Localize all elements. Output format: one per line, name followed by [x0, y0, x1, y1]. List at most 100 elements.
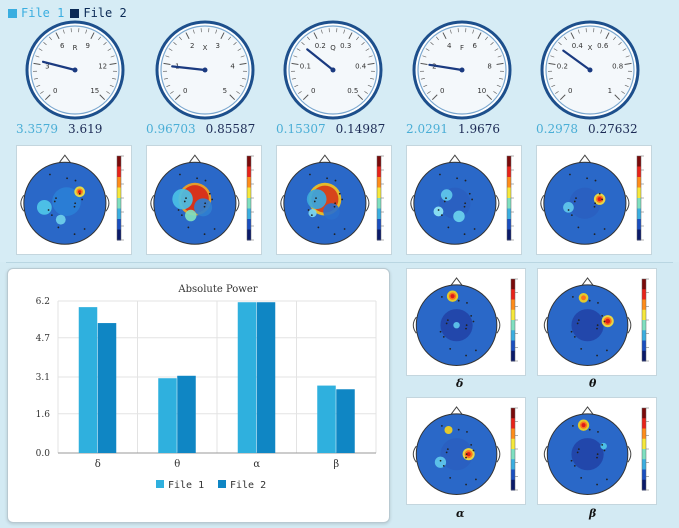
- electrode-dot: [596, 354, 598, 357]
- gauge-tick: [624, 62, 632, 66]
- electrode-dot: [208, 192, 211, 195]
- right-ear-shape: [105, 194, 110, 212]
- left-ear-shape: [543, 316, 548, 334]
- electrode-dot: [572, 425, 574, 427]
- file1-swatch: [8, 8, 17, 18]
- color-scale-segment: [377, 208, 381, 220]
- gauge-needle: [306, 48, 335, 72]
- topo-blob: [78, 190, 82, 194]
- gauge-tick: [291, 77, 296, 80]
- gauge-tick: [301, 41, 305, 46]
- file2-swatch: [70, 8, 80, 18]
- color-scale-segment: [637, 187, 641, 199]
- topo-heat: [283, 162, 366, 245]
- file1-value: 0.96703: [146, 122, 196, 136]
- gauge-dial: 0 0.1 0.2 0.3 0.4 0.5 Q: [283, 20, 383, 120]
- gauge-tick: [163, 77, 168, 80]
- bar-2-1: [97, 323, 117, 453]
- nose-shape: [450, 277, 463, 287]
- electrode-dot: [57, 226, 60, 229]
- gauge-tick: [559, 94, 566, 101]
- electrode-dot: [573, 335, 576, 338]
- color-scale-segment: [511, 438, 515, 450]
- gauge-needle: [428, 63, 464, 72]
- gauge-tick: [106, 91, 110, 94]
- electrode-dot: [445, 322, 448, 325]
- topo-map-image: [412, 277, 518, 366]
- gauge-tick: [320, 29, 323, 34]
- file1-legend-label: File 1: [21, 6, 65, 20]
- chart-legend-label-2: File 2: [230, 480, 266, 491]
- right-ear-shape: [627, 445, 632, 463]
- right-ear-shape: [235, 194, 240, 212]
- topo-map-image: [543, 277, 649, 366]
- electrode-dot: [74, 202, 77, 205]
- nose-shape: [318, 154, 332, 164]
- gauge-tick: [33, 77, 38, 80]
- electrode-dot: [601, 443, 604, 446]
- gauge-values-3: 0.15307 0.14987: [276, 122, 385, 136]
- gauge-tick: [367, 62, 375, 66]
- gauge-tick-label: 10: [477, 87, 486, 95]
- color-scale-segment: [637, 208, 641, 220]
- gauge-tick: [486, 94, 493, 101]
- color-scale-segment: [511, 299, 515, 311]
- color-scale-segment: [117, 208, 121, 220]
- electrode-dot: [440, 214, 443, 217]
- color-scale-segment: [247, 219, 251, 230]
- topo-heat: [547, 284, 628, 366]
- right-ear-shape: [625, 194, 630, 212]
- electrode-dot: [83, 228, 86, 230]
- gauge-2: 012345X: [155, 20, 255, 120]
- electrode-dot: [66, 177, 68, 180]
- gauge-tick: [296, 48, 301, 51]
- gauge-tick: [551, 84, 556, 87]
- left-ear-shape: [280, 194, 285, 212]
- topo-map-beta: [537, 397, 657, 505]
- electrode-dot: [443, 200, 446, 203]
- electrode-dot: [309, 173, 311, 176]
- gauge-tick-label: 0.1: [300, 63, 311, 71]
- gauge-tick: [107, 48, 112, 51]
- gauge-tick: [555, 91, 559, 94]
- electrode-dot: [204, 202, 207, 205]
- color-scale-segment: [511, 350, 515, 362]
- electrode-dot: [183, 200, 186, 203]
- color-scale-segment: [642, 459, 646, 470]
- electrode-dot: [596, 483, 598, 486]
- electrode-dot: [73, 205, 76, 208]
- electrode-dot: [577, 226, 580, 229]
- gauge-tick: [294, 84, 299, 87]
- gauge-tick: [166, 84, 171, 87]
- gauge-tick-label: 6: [472, 42, 477, 50]
- electrode-dot: [596, 453, 599, 456]
- color-scale-segment: [117, 166, 121, 178]
- electrode-dot: [598, 192, 601, 195]
- topo-map-alpha: [406, 397, 526, 505]
- gauge-tick: [110, 55, 115, 58]
- gauge-tick: [425, 48, 430, 51]
- color-scale-segment: [377, 177, 381, 188]
- electrode-dot: [588, 299, 591, 302]
- file2-value: 3.619: [68, 122, 103, 136]
- gauge-tick-label: 1: [608, 87, 612, 95]
- gauge-tick: [239, 62, 247, 66]
- electrode-dot: [177, 209, 180, 211]
- electrode-dot: [601, 198, 604, 201]
- electrode-dot: [196, 177, 198, 180]
- gauge-tick: [361, 41, 365, 46]
- topo-blob: [323, 203, 340, 220]
- electrode-dot: [442, 335, 445, 338]
- file1-value: 0.15307: [276, 122, 326, 136]
- topo-blob: [194, 198, 213, 217]
- color-scale-segment: [377, 219, 381, 230]
- head-outline: [415, 284, 498, 366]
- electrode-dot: [576, 322, 579, 325]
- gauge-tick-label: 15: [90, 87, 99, 95]
- topo-blob: [581, 423, 586, 428]
- electrode-dot: [53, 200, 56, 203]
- electrode-dot: [447, 226, 450, 229]
- topo-blob: [597, 197, 602, 202]
- bar-1-4: [317, 385, 336, 453]
- color-scale-segment: [637, 219, 641, 230]
